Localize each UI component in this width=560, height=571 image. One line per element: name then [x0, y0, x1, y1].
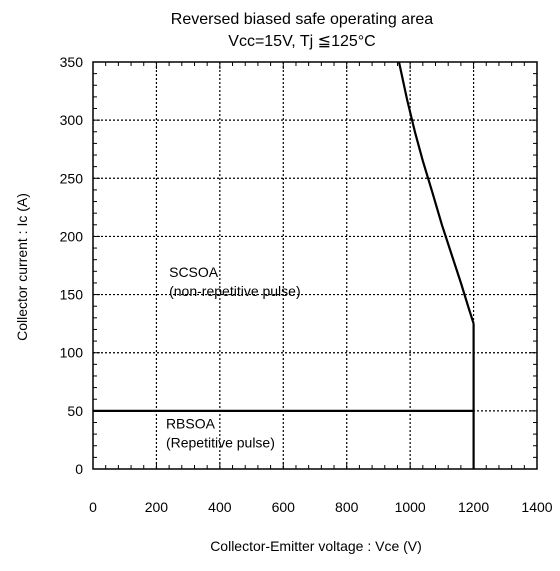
x-axis-label: Collector-Emitter voltage : Vce (V) — [210, 538, 422, 554]
scsoa-annotation: SCSOA (non-repetitive pulse) — [169, 264, 301, 299]
x-tick-label-3: 600 — [272, 499, 296, 515]
rbsoa-annotation-line-0: RBSOA — [166, 415, 216, 431]
minor-ticks — [93, 62, 537, 469]
grid-lines — [93, 62, 537, 469]
x-tick-label-1: 200 — [145, 499, 169, 515]
y-tick-label-3: 150 — [60, 287, 84, 303]
x-tick-label-6: 1200 — [458, 499, 489, 515]
x-tick-label-7: 1400 — [521, 499, 552, 515]
series-line-0 — [397, 61, 475, 324]
y-tick-label-5: 250 — [60, 170, 84, 186]
rbsoa-annotation-line-1: (Repetitive pulse) — [166, 434, 275, 450]
rbsoa-annotation: RBSOA (Repetitive pulse) — [166, 415, 275, 450]
y-axis-label: Collector current : Ic (A) — [14, 193, 30, 341]
x-tick-label-5: 1000 — [395, 499, 426, 515]
annotation-layer: SCSOA (non-repetitive pulse) RBSOA (Repetit… — [166, 264, 301, 450]
tick-labels: 0 200 400 600 800 1000 1200 1400 0 50 100 150 200 250… — [60, 54, 553, 515]
chart-title: Reversed biased safe operating area — [171, 11, 433, 28]
x-tick-label-0: 0 — [89, 499, 97, 515]
series-layer — [93, 61, 475, 469]
x-tick-label-4: 800 — [335, 499, 359, 515]
scsoa-annotation-line-1: (non-repetitive pulse) — [169, 283, 301, 299]
y-tick-label-1: 50 — [67, 403, 83, 419]
y-tick-label-7: 350 — [60, 54, 84, 70]
y-tick-label-4: 200 — [60, 228, 84, 244]
y-tick-label-2: 100 — [60, 345, 84, 361]
plot-frame — [92, 61, 538, 470]
chart-subtitle: Vcc=15V, Tj ≦125°C — [228, 33, 375, 50]
y-tick-label-0: 0 — [75, 461, 83, 477]
scsoa-annotation-line-0: SCSOA — [169, 264, 219, 280]
y-tick-label-6: 300 — [60, 112, 84, 128]
x-tick-label-2: 400 — [208, 499, 232, 515]
